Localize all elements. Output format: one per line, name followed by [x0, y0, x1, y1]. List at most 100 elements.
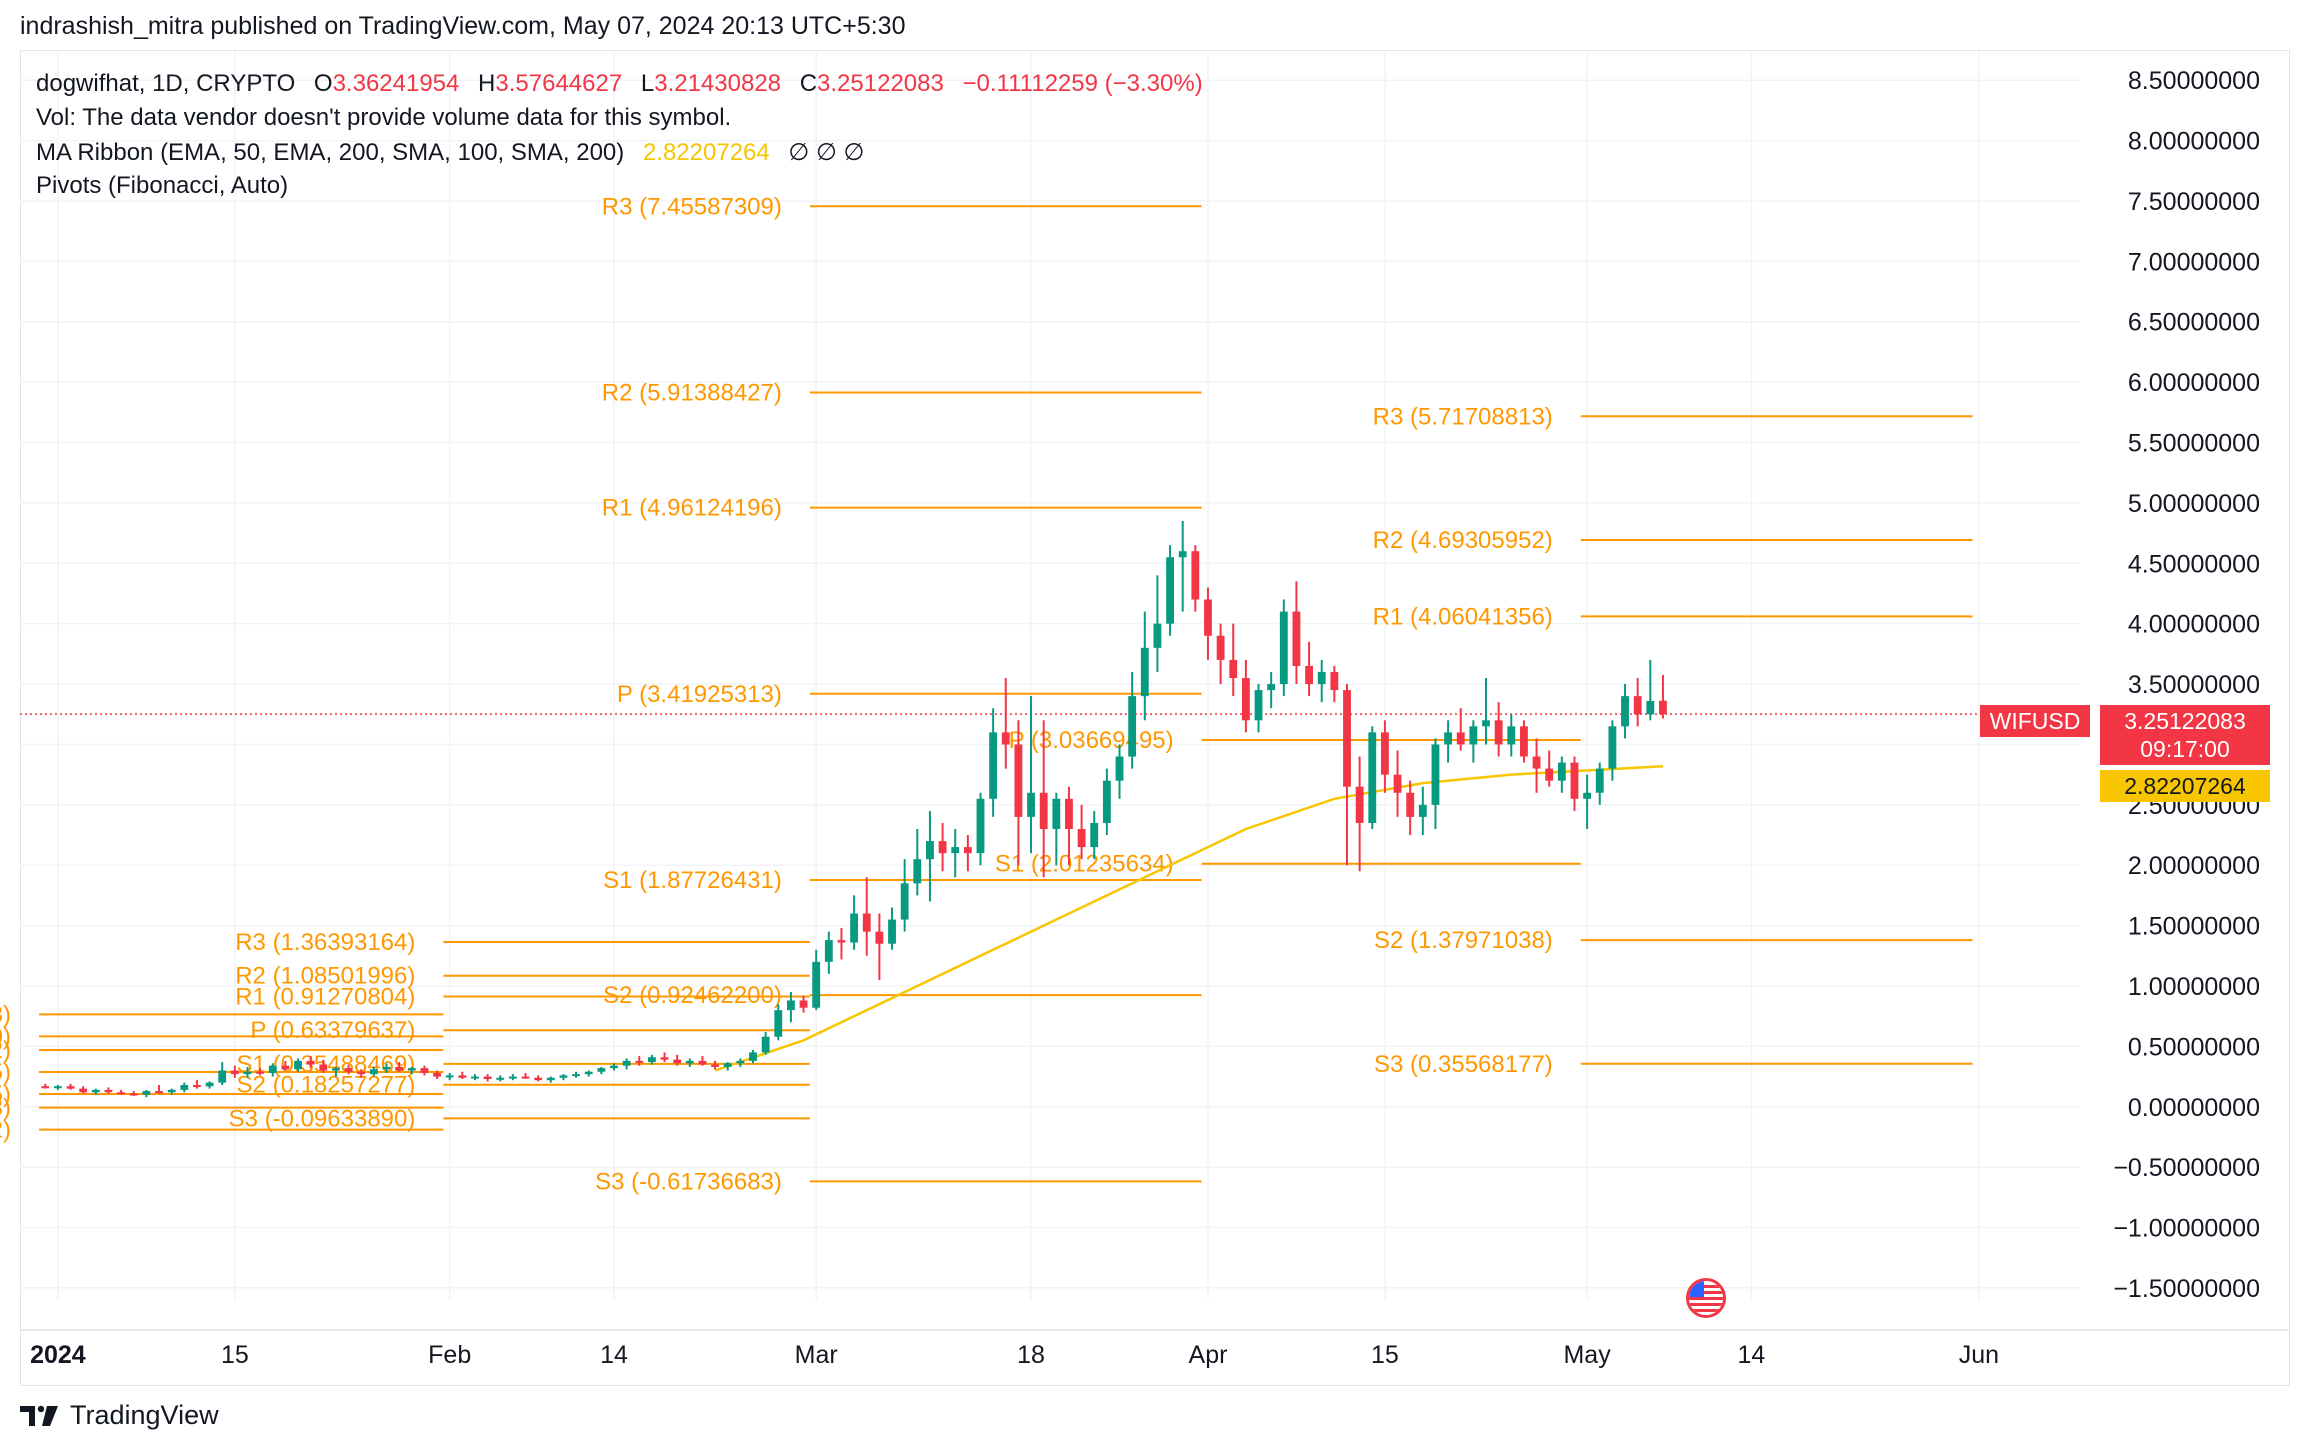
y-tick-label: 1.50000000: [2128, 913, 2260, 941]
candle-body: [1014, 744, 1023, 817]
candle-body: [1393, 774, 1402, 793]
candle-body: [824, 940, 833, 962]
y-tick-label: 7.00000000: [2128, 248, 2260, 276]
candle-body: [1494, 720, 1503, 745]
candle-body: [749, 1052, 757, 1061]
pivot-label-r1: R1 (0.91270804): [235, 984, 415, 1011]
pivot-label-s3: S3 (-0.18888552): [0, 1117, 11, 1144]
candle-body: [445, 1075, 454, 1078]
candle-body: [862, 913, 871, 932]
candle-body: [167, 1089, 176, 1093]
pivot-label-s2: S2 (1.37971038): [1374, 927, 1553, 954]
tradingview-logo[interactable]: [20, 1404, 60, 1428]
y-tick-label: 4.00000000: [2128, 611, 2260, 639]
ma-ribbon-legend[interactable]: MA Ribbon (EMA, 50, EMA, 200, SMA, 100, …: [36, 138, 864, 167]
candle-body: [1001, 732, 1010, 745]
x-tick-label: 2024: [30, 1341, 86, 1369]
pivots-legend[interactable]: Pivots (Fibonacci, Auto): [36, 172, 288, 200]
volume-legend[interactable]: Vol: The data vendor doesn't provide vol…: [36, 104, 731, 132]
candle-body: [180, 1085, 189, 1090]
pivot-label-p: P (0.28804535): [0, 1059, 11, 1086]
candle-body: [1292, 611, 1301, 666]
pivot-label-s1: S1 (2.01235634): [995, 851, 1174, 878]
candle-body: [1330, 671, 1339, 691]
pivots-label: Pivots (Fibonacci, Auto): [36, 172, 289, 199]
candle-body: [407, 1068, 416, 1071]
candle-body: [1077, 828, 1086, 848]
x-tick-label: 15: [1371, 1341, 1399, 1369]
ma-price-badge: 2.82207264: [2100, 770, 2270, 802]
candle-body: [395, 1066, 404, 1071]
chart-frame[interactable]: [20, 50, 2290, 1386]
candle-body: [559, 1075, 568, 1078]
candle-body: [1456, 732, 1465, 745]
candle-body: [193, 1085, 201, 1088]
us-flag-icon[interactable]: [1686, 1278, 1726, 1318]
pivot-label-r2: R2 (4.69305952): [1373, 527, 1553, 554]
candle-body: [1595, 768, 1604, 793]
candle-body: [471, 1076, 479, 1079]
candle-body: [761, 1036, 770, 1053]
candle-body: [951, 847, 960, 854]
pivot-label-s1: S1 (0.10585775): [0, 1081, 11, 1108]
candle-body: [1216, 635, 1225, 660]
candle-body: [496, 1077, 505, 1080]
candle-body: [91, 1089, 100, 1093]
x-tick-label: 14: [600, 1341, 628, 1369]
pivot-label-s3: S3 (-0.09633890): [229, 1105, 416, 1132]
y-tick-label: 5.00000000: [2128, 490, 2260, 518]
symbol-label[interactable]: dogwifhat, 1D, CRYPTO: [36, 70, 296, 97]
pivot-label-r2: R2 (0.58278860): [0, 1023, 11, 1050]
candle-body: [230, 1070, 239, 1075]
ma-ribbon-na-values: ∅ ∅ ∅: [788, 139, 865, 166]
change-value: −0.11112259 (−3.30%): [962, 70, 1203, 97]
candle-body: [1406, 792, 1415, 817]
y-tick-label: 0.50000000: [2128, 1033, 2260, 1061]
pivot-label-r3: R3 (7.45587309): [602, 193, 782, 220]
pivot-label-s1: S1 (1.87726431): [603, 867, 782, 894]
publication-header: indrashish_mitra published on TradingVie…: [20, 12, 906, 40]
candle-body: [1418, 804, 1427, 817]
pivot-label-r3: R3 (1.36393164): [235, 929, 415, 956]
ma-ribbon-label: MA Ribbon (EMA, 50, EMA, 200, SMA, 100, …: [36, 139, 625, 166]
candle-body: [1166, 557, 1174, 624]
x-tick-label: Jun: [1959, 1341, 1999, 1369]
candle-body: [774, 1010, 783, 1037]
candle-body: [420, 1068, 429, 1073]
y-tick-label: −1.50000000: [2113, 1275, 2260, 1303]
candle-body: [1052, 798, 1061, 829]
y-tick-label: 2.00000000: [2128, 852, 2260, 880]
candle-body: [1583, 792, 1592, 799]
open-value: 3.36241954: [332, 70, 460, 97]
candle-body: [142, 1091, 151, 1095]
candle-body: [117, 1092, 126, 1095]
candle-body: [850, 913, 859, 943]
candle-body: [698, 1060, 707, 1065]
pivot-label-s2: S2 (-0.00669793): [0, 1095, 11, 1122]
y-tick-label: −1.00000000: [2113, 1215, 2260, 1243]
candle-body: [787, 1000, 795, 1011]
candle-body: [812, 961, 821, 1008]
last-price-value: 3.25122083: [2124, 708, 2246, 734]
pivot-label-r1: R1 (4.96124196): [602, 495, 782, 522]
candle-body: [1431, 744, 1440, 805]
close-value: 3.25122083: [817, 70, 944, 97]
candle-body: [635, 1060, 644, 1063]
x-tick-label: 15: [221, 1341, 249, 1369]
candle-body: [1102, 780, 1111, 823]
pivot-label-s3: S3 (0.35568177): [1374, 1051, 1553, 1078]
candle-body: [1305, 665, 1313, 685]
candle-body: [1520, 726, 1528, 757]
candle-body: [572, 1074, 580, 1077]
y-tick-label: 0.00000000: [2128, 1094, 2260, 1122]
candle-body: [294, 1060, 302, 1070]
pivot-label-p: P (3.03669495): [1009, 727, 1174, 754]
candle-body: [1090, 822, 1099, 848]
candle-body: [534, 1077, 543, 1081]
ma-ribbon-value: 2.82207264: [642, 139, 770, 166]
pivot-label-s2: S2 (0.92462200): [603, 982, 782, 1009]
candle-body: [736, 1060, 745, 1064]
candle-body: [1140, 647, 1149, 697]
candle-body: [1153, 623, 1162, 648]
